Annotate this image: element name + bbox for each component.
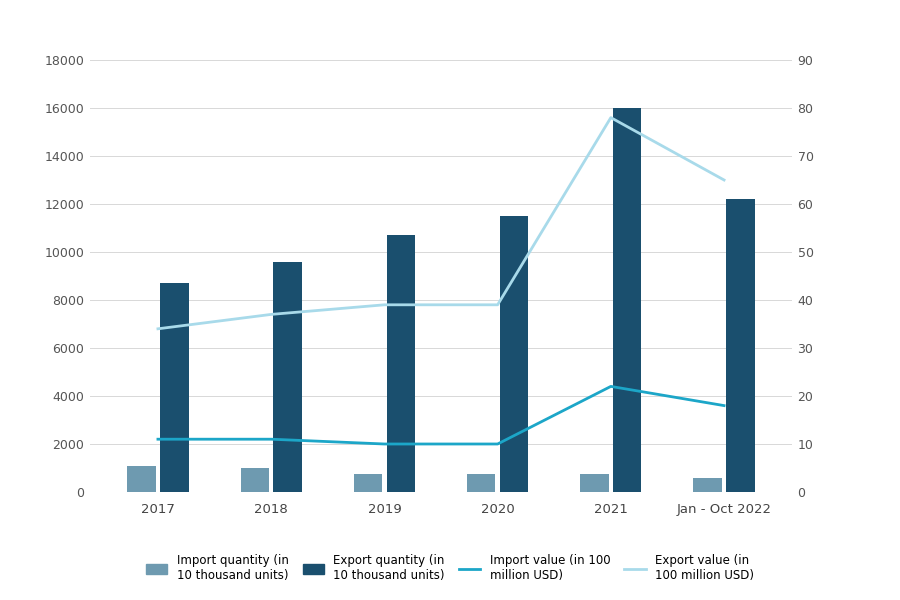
Legend: Import quantity (in
10 thousand units), Export quantity (in
10 thousand units), : Import quantity (in 10 thousand units), … bbox=[140, 548, 760, 588]
Bar bbox=[613, 108, 642, 492]
Bar bbox=[354, 474, 382, 492]
Bar bbox=[160, 283, 188, 492]
Bar bbox=[726, 199, 754, 492]
Bar bbox=[387, 235, 415, 492]
Bar bbox=[580, 474, 608, 492]
Bar bbox=[500, 216, 528, 492]
Bar bbox=[128, 466, 156, 492]
Bar bbox=[467, 474, 495, 492]
Bar bbox=[274, 262, 302, 492]
Bar bbox=[240, 468, 269, 492]
Bar bbox=[694, 478, 722, 492]
